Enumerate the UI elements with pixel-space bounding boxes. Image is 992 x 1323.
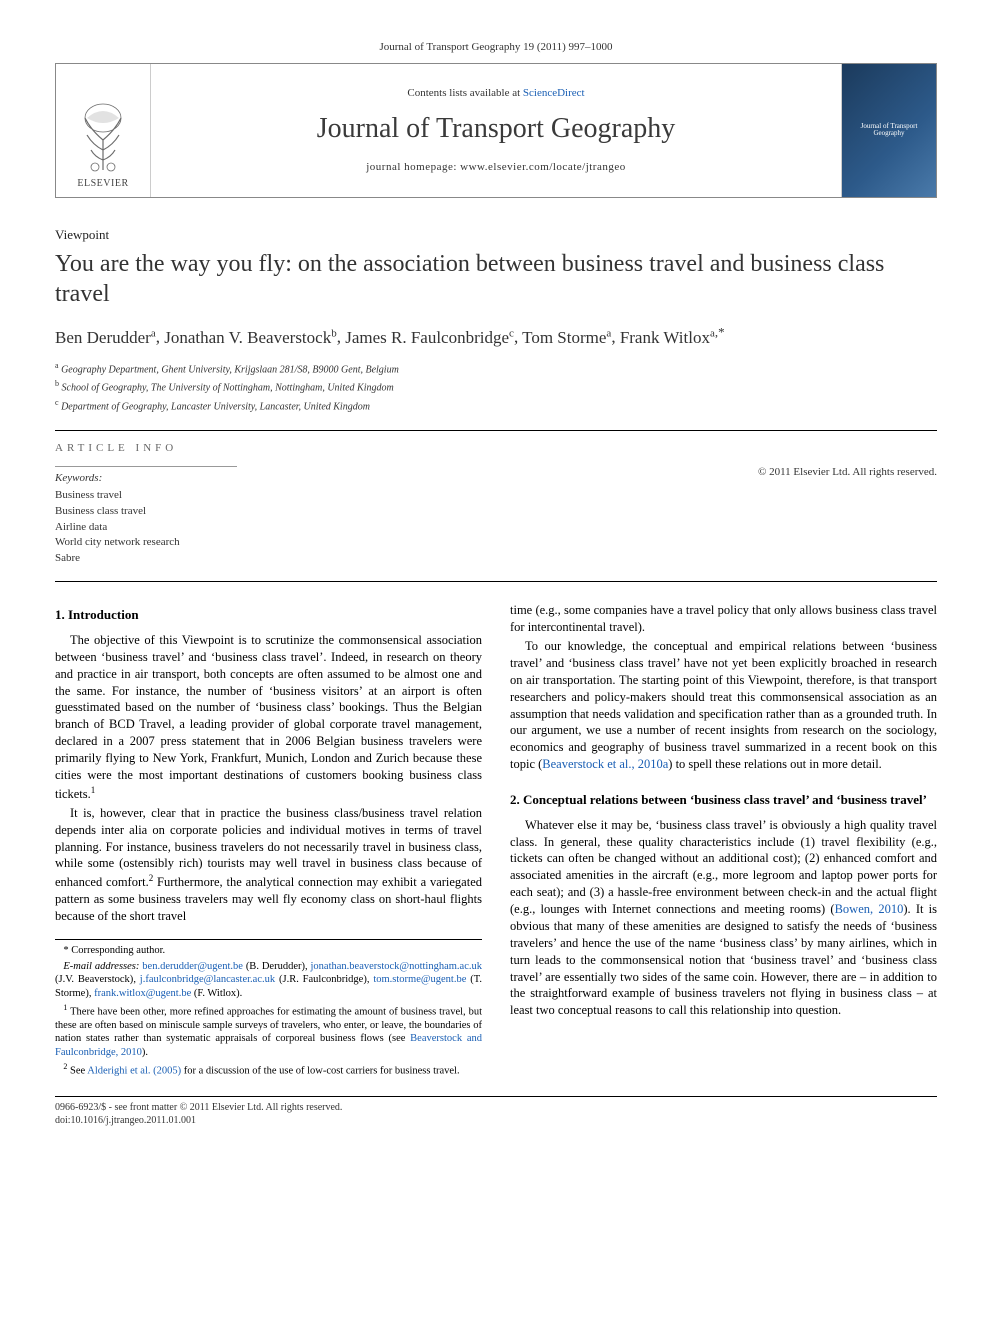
copyright-block: © 2011 Elsevier Ltd. All rights reserved…: [302, 441, 937, 567]
affiliation-sup: c: [509, 327, 514, 339]
journal-cover-thumb: Journal of Transport Geography: [841, 64, 936, 197]
email-addresses: E-mail addresses: ben.derudder@ugent.be …: [55, 960, 482, 1001]
email-who: (B. Derudder): [246, 961, 305, 972]
author: James R. Faulconbridgec: [345, 328, 514, 347]
copyright-text: © 2011 Elsevier Ltd. All rights reserved…: [758, 465, 937, 480]
email-who: (J.V. Beaverstock): [55, 974, 133, 985]
homepage-url[interactable]: www.elsevier.com/locate/jtrangeo: [460, 161, 626, 173]
author: Frank Witloxa,*: [620, 328, 725, 347]
header-citation: Journal of Transport Geography 19 (2011)…: [55, 40, 937, 55]
email-who: (J.R. Faulconbridge): [279, 974, 367, 985]
article-info-block: ARTICLE INFO Keywords: Business travel B…: [55, 441, 302, 567]
footer-front-matter: 0966-6923/$ - see front matter © 2011 El…: [55, 1101, 937, 1114]
publisher-logo-block: ELSEVIER: [56, 64, 151, 197]
paragraph: The objective of this Viewpoint is to sc…: [55, 632, 482, 803]
email-label: E-mail addresses:: [63, 961, 139, 972]
footnote-2: 2 See Alderighi et al. (2005) for a disc…: [55, 1062, 482, 1078]
author-list: Ben Deruddera, Jonathan V. Beaverstockb,…: [55, 323, 937, 350]
keywords-list: Business travel Business class travel Ai…: [55, 488, 282, 568]
affiliation: c Department of Geography, Lancaster Uni…: [55, 397, 937, 414]
affiliation-sup: a: [606, 327, 611, 339]
keywords-label: Keywords:: [55, 466, 237, 486]
email-link[interactable]: j.faulconbridge@lancaster.ac.uk: [140, 974, 275, 985]
citation-link[interactable]: Alderighi et al. (2005): [87, 1065, 181, 1076]
cover-thumb-title: Journal of Transport Geography: [846, 123, 932, 138]
affiliation: b School of Geography, The University of…: [55, 378, 937, 395]
email-link[interactable]: frank.witlox@ugent.be: [94, 988, 191, 999]
corresponding-author-note: * Corresponding author.: [55, 944, 482, 958]
footnote-marker-1[interactable]: 1: [91, 785, 96, 795]
paragraph: It is, however, clear that in practice t…: [55, 805, 482, 925]
paragraph: To our knowledge, the conceptual and emp…: [510, 638, 937, 773]
email-link[interactable]: tom.storme@ugent.be: [373, 974, 466, 985]
citation-link[interactable]: Bowen, 2010: [835, 902, 904, 916]
journal-homepage: journal homepage: www.elsevier.com/locat…: [366, 160, 626, 175]
keyword: World city network research: [55, 535, 282, 551]
contents-prefix: Contents lists available at: [407, 87, 522, 99]
keyword: Airline data: [55, 520, 282, 536]
article-type: Viewpoint: [55, 226, 937, 244]
email-who: (F. Witlox).: [194, 988, 242, 999]
affiliation: a Geography Department, Ghent University…: [55, 360, 937, 377]
keyword: Business travel: [55, 488, 282, 504]
masthead-center: Contents lists available at ScienceDirec…: [151, 64, 841, 197]
author: Tom Stormea: [522, 328, 611, 347]
email-link[interactable]: ben.derudder@ugent.be: [142, 961, 243, 972]
section-1-heading: 1. Introduction: [55, 606, 482, 624]
paragraph: Whatever else it may be, ‘business class…: [510, 817, 937, 1020]
masthead: ELSEVIER Contents lists available at Sci…: [55, 63, 937, 198]
affiliation-sup: a: [151, 327, 156, 339]
article-title: You are the way you fly: on the associat…: [55, 249, 937, 309]
author: Ben Deruddera: [55, 328, 156, 347]
keyword: Sabre: [55, 551, 282, 567]
author: Jonathan V. Beaverstockb: [164, 328, 336, 347]
article-info-heading: ARTICLE INFO: [55, 441, 282, 456]
footer-doi: doi:10.1016/j.jtrangeo.2011.01.001: [55, 1114, 937, 1127]
corresponding-mark: ,*: [715, 324, 725, 339]
sciencedirect-link[interactable]: ScienceDirect: [523, 87, 585, 99]
keyword: Business class travel: [55, 504, 282, 520]
contents-available-line: Contents lists available at ScienceDirec…: [407, 86, 584, 101]
homepage-label: journal homepage:: [366, 161, 460, 173]
affiliation-list: a Geography Department, Ghent University…: [55, 360, 937, 414]
footnote-1: 1 There have been other, more refined ap…: [55, 1003, 482, 1060]
email-link[interactable]: jonathan.beaverstock@nottingham.ac.uk: [311, 961, 483, 972]
elsevier-tree-icon: [73, 100, 133, 175]
publisher-name: ELSEVIER: [77, 177, 128, 191]
section-2-heading: 2. Conceptual relations between ‘busines…: [510, 791, 937, 809]
footnotes-block: * Corresponding author. E-mail addresses…: [55, 939, 482, 1078]
affiliation-sup: b: [331, 327, 337, 339]
body-text: 1. Introduction The objective of this Vi…: [55, 602, 937, 1078]
journal-title: Journal of Transport Geography: [317, 110, 676, 148]
footer-block: 0966-6923/$ - see front matter © 2011 El…: [55, 1096, 937, 1127]
citation-link[interactable]: Beaverstock et al., 2010a: [542, 757, 668, 771]
article-info-row: ARTICLE INFO Keywords: Business travel B…: [55, 430, 937, 582]
paragraph: time (e.g., some companies have a travel…: [510, 602, 937, 636]
